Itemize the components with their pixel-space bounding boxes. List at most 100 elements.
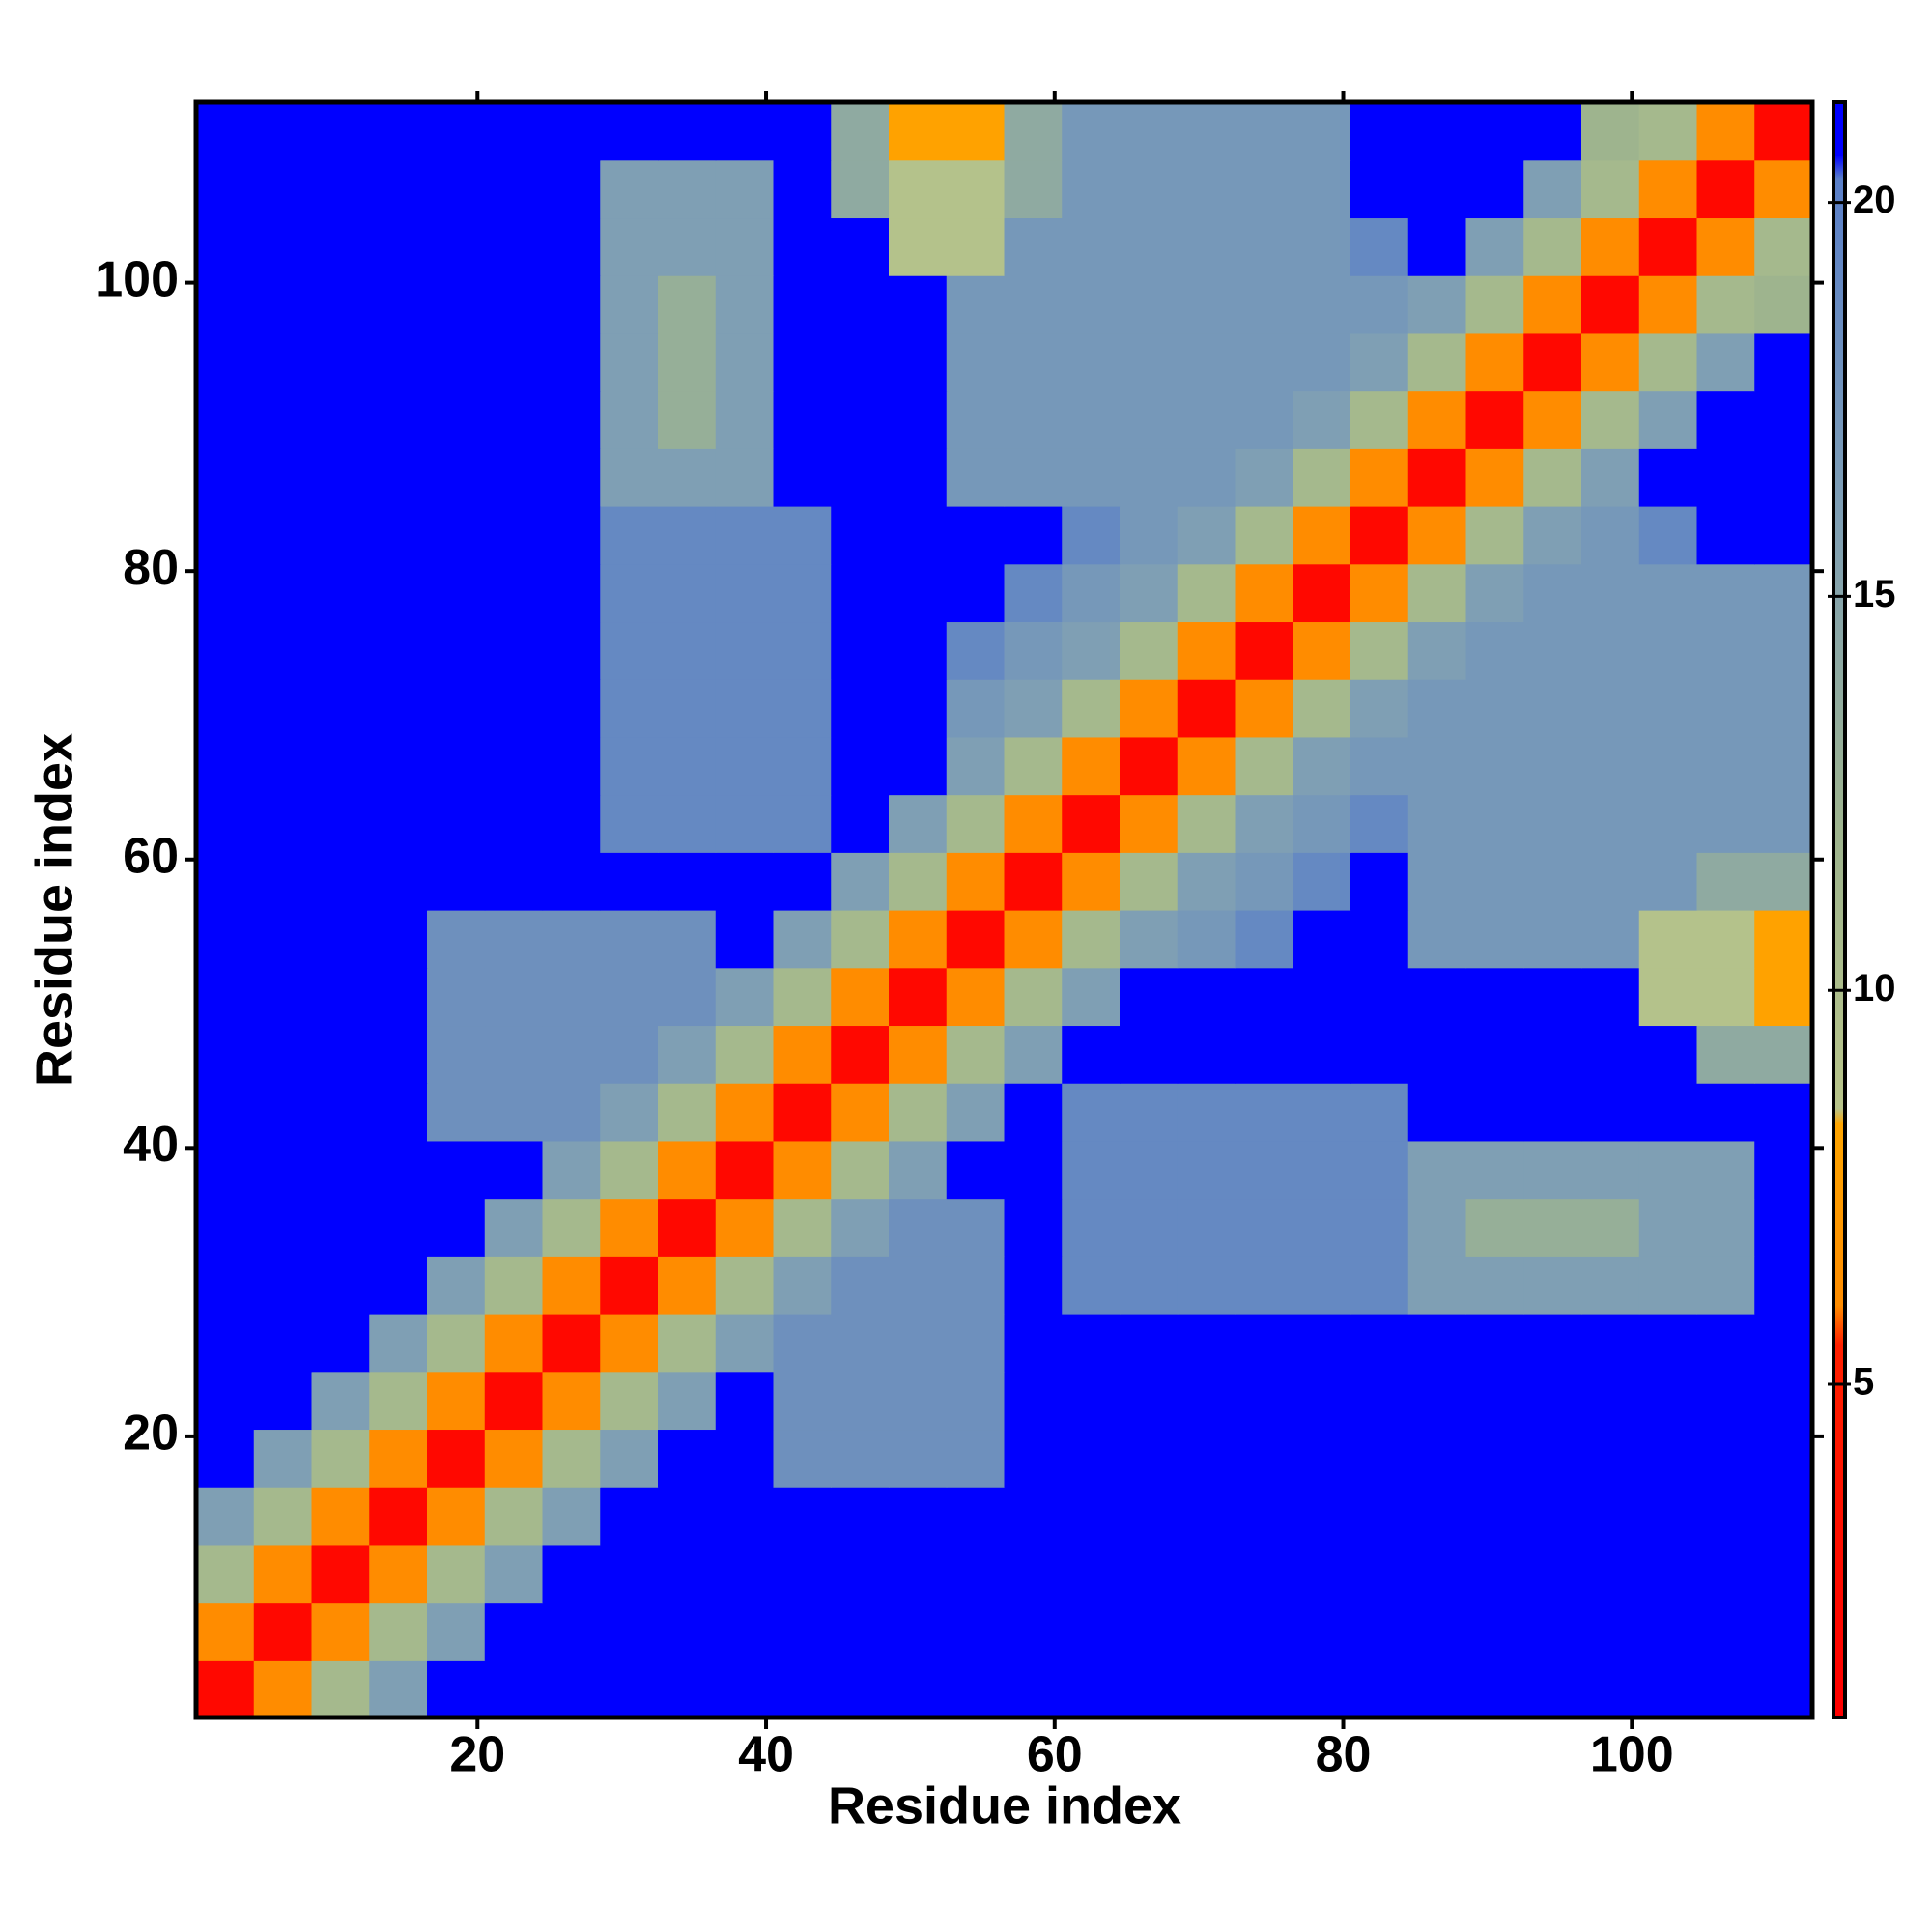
heatmap-cell xyxy=(1638,448,1698,507)
heatmap-cell xyxy=(369,1602,428,1661)
heatmap-cell xyxy=(1120,621,1179,680)
heatmap-cell xyxy=(946,1544,1006,1604)
heatmap-cell xyxy=(600,1660,659,1719)
heatmap-cell xyxy=(1581,910,1640,969)
heatmap-cell xyxy=(658,1660,717,1719)
heatmap-cell xyxy=(1004,736,1063,796)
heatmap-cell xyxy=(253,159,313,219)
heatmap-cell xyxy=(831,332,890,392)
heatmap-cell xyxy=(311,448,370,507)
heatmap-cell xyxy=(1350,102,1409,161)
heatmap-cell xyxy=(831,102,890,161)
heatmap-cell xyxy=(1465,1429,1524,1488)
heatmap-cell xyxy=(1235,506,1293,565)
heatmap-cell xyxy=(369,1544,428,1604)
heatmap-cell xyxy=(311,1487,370,1546)
heatmap-cell xyxy=(542,679,601,738)
heatmap-cell xyxy=(715,1256,775,1315)
heatmap-cell xyxy=(1004,1314,1063,1373)
heatmap-cell xyxy=(196,1314,255,1373)
heatmap-cell xyxy=(831,1198,890,1257)
heatmap-cell xyxy=(253,1371,313,1431)
heatmap-cell xyxy=(773,1487,832,1546)
heatmap-cell xyxy=(1581,1314,1640,1373)
heatmap-cell xyxy=(1696,1198,1755,1257)
heatmap-cell xyxy=(427,1140,486,1200)
heatmap-cell xyxy=(1062,967,1121,1027)
heatmap-cell xyxy=(946,506,1006,565)
heatmap-cell xyxy=(1293,736,1351,796)
heatmap-cell xyxy=(311,159,370,219)
heatmap-cell xyxy=(715,1371,775,1431)
heatmap-cell xyxy=(1581,332,1640,392)
heatmap-cell xyxy=(715,563,775,623)
heatmap-cell xyxy=(196,621,255,680)
heatmap-cell xyxy=(773,102,832,161)
x-axis-title: Residue index xyxy=(828,1776,1181,1834)
heatmap-cell xyxy=(1293,217,1351,276)
heatmap-cell xyxy=(427,1083,486,1142)
heatmap-cell xyxy=(1465,910,1524,969)
heatmap-cell xyxy=(1754,332,1813,392)
heatmap-cell xyxy=(1696,1660,1755,1719)
heatmap-cell xyxy=(1120,967,1179,1027)
heatmap-cell xyxy=(542,1314,601,1373)
heatmap-cell xyxy=(1177,102,1236,161)
heatmap-cell xyxy=(1407,448,1467,507)
heatmap-cell xyxy=(196,1256,255,1315)
heatmap-cell xyxy=(600,332,659,392)
heatmap-cell xyxy=(1581,159,1640,219)
heatmap-cell xyxy=(1062,1140,1121,1200)
heatmap-cell xyxy=(715,621,775,680)
heatmap-cell xyxy=(658,967,717,1027)
heatmap-cell xyxy=(311,910,370,969)
heatmap-cell xyxy=(1523,1256,1582,1315)
heatmap-cell xyxy=(773,794,832,853)
heatmap-cell xyxy=(1407,967,1467,1027)
heatmap-cell xyxy=(946,1140,1006,1200)
heatmap-cell xyxy=(600,1602,659,1661)
colorbar-tick-label: 10 xyxy=(1853,967,1896,1009)
heatmap-cell xyxy=(600,679,659,738)
heatmap-cell xyxy=(311,1025,370,1084)
heatmap-cell xyxy=(1638,852,1698,911)
heatmap-cell xyxy=(831,1371,890,1431)
heatmap-cell xyxy=(773,1025,832,1084)
heatmap-cell xyxy=(311,1371,370,1431)
heatmap-cell xyxy=(1407,159,1467,219)
heatmap-cell xyxy=(715,679,775,738)
heatmap-cell xyxy=(946,910,1006,969)
heatmap-cell xyxy=(1696,1429,1755,1488)
heatmap-cell xyxy=(1407,1314,1467,1373)
heatmap-cell xyxy=(715,1140,775,1200)
heatmap-cell xyxy=(369,1256,428,1315)
heatmap-cell xyxy=(369,967,428,1027)
heatmap-cell xyxy=(1350,1140,1409,1200)
heatmap-cell xyxy=(1120,102,1179,161)
heatmap-cell xyxy=(658,1140,717,1200)
heatmap-cell xyxy=(1062,159,1121,219)
heatmap-cell xyxy=(1581,217,1640,276)
heatmap-cell xyxy=(1754,1429,1813,1488)
heatmap-cell xyxy=(1120,910,1179,969)
heatmap-cell xyxy=(196,736,255,796)
heatmap-cell xyxy=(1465,967,1524,1027)
heatmap-cell xyxy=(1004,852,1063,911)
heatmap-cell xyxy=(484,1429,544,1488)
heatmap-cell xyxy=(1581,852,1640,911)
heatmap-cell xyxy=(1062,1487,1121,1546)
heatmap-cell xyxy=(715,1660,775,1719)
heatmap-cell xyxy=(946,1314,1006,1373)
heatmap-cell xyxy=(1581,1083,1640,1142)
heatmap-cell xyxy=(1293,794,1351,853)
heatmap-cell xyxy=(1177,1025,1236,1084)
heatmap-cell xyxy=(484,621,544,680)
heatmap-cell xyxy=(831,736,890,796)
heatmap-cell xyxy=(1177,967,1236,1027)
heatmap-cell xyxy=(1581,448,1640,507)
heatmap-cell xyxy=(542,1371,601,1431)
heatmap-cell xyxy=(1293,1429,1351,1488)
heatmap-cell xyxy=(1004,1140,1063,1200)
heatmap-cell xyxy=(658,1025,717,1084)
heatmap-cell xyxy=(311,1256,370,1315)
